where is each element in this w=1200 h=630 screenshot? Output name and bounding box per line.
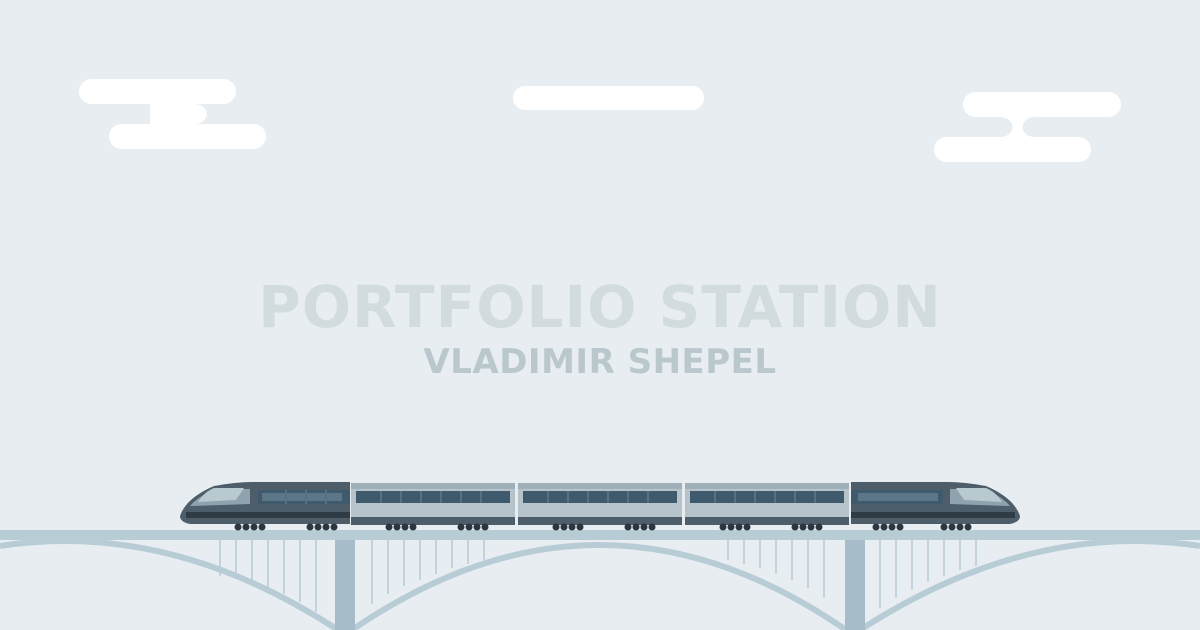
cloud-icon	[79, 79, 266, 149]
cloud-icon	[513, 86, 704, 110]
cloud-icon	[934, 92, 1121, 162]
train-icon	[180, 482, 1020, 531]
bridge-icon	[0, 530, 1200, 630]
author-name: VLADIMIR SHEPEL	[423, 342, 777, 382]
page-title: PORTFOLIO STATION	[258, 273, 942, 341]
